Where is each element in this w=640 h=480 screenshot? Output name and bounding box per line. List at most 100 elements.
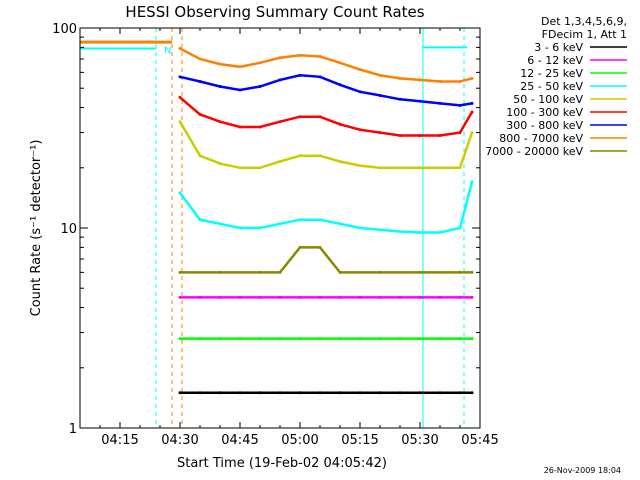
series-2-point-5 [278,337,282,341]
series-5-point-12 [418,134,422,138]
series-8-point-11 [398,270,402,274]
series-5-point-11 [398,134,402,138]
chart-title: HESSI Observing Summary Count Rates [125,3,424,21]
series-5-point-15 [470,110,474,114]
series-7-point-6 [298,53,302,57]
series-4-point-2 [218,162,222,166]
series-line-6 [179,74,473,107]
series-3-point-8 [338,222,342,226]
series-4-point-4 [258,166,262,170]
series-7-point-5 [278,56,282,60]
y-tick-label-2: 100 [52,22,77,37]
series-2-point-8 [338,337,342,341]
legend-label-0: 3 - 6 keV [534,41,583,54]
series-8-point-15 [470,270,474,274]
legend-label-6: 300 - 800 keV [506,119,583,132]
series-0-point-15 [470,391,474,395]
series-3-point-9 [358,226,362,230]
series-7-point-12 [418,78,422,82]
series-1-point-3 [238,295,242,299]
x-tick-label-0: 04:15 [101,433,138,448]
series-2-point-6 [298,337,302,341]
series-2-point-10 [378,337,382,341]
series-6-point-2 [218,84,222,88]
series-6-point-10 [378,93,382,97]
series-1-point-15 [470,295,474,299]
series-3-point-11 [398,230,402,234]
series-4-point-13 [438,166,442,170]
series-4-point-14 [458,166,462,170]
series-0-point-11 [398,391,402,395]
series-5-point-9 [358,128,362,132]
series-1-point-10 [378,295,382,299]
series-3-point-5 [278,222,282,226]
series-2-point-2 [218,337,222,341]
legend-label-3: 25 - 50 keV [520,80,583,93]
series-8-point-7 [318,245,322,249]
series-6-point-7 [318,75,322,79]
series-5-point-3 [238,125,242,129]
series-5-point-6 [298,115,302,119]
series-3-point-4 [258,226,262,230]
series-3-point-15 [470,180,474,184]
series-5-point-0 [178,95,182,99]
series-8-point-0 [178,270,182,274]
series-6-point-4 [258,84,262,88]
series-5-point-5 [278,120,282,124]
series-1-point-7 [318,295,322,299]
series-1-point-13 [438,295,442,299]
series-1-point-2 [218,295,222,299]
x-tick-label-4: 05:15 [341,433,378,448]
series-8-point-6 [298,245,302,249]
series-0-point-9 [358,391,362,395]
series-6-point-3 [238,88,242,92]
y-tick-label-0: 1 [69,422,77,437]
axis-ticks: 04:15 04:30 04:45 05:00 05:15 05:30 05:45 1 10 10… [52,22,499,448]
overlay-label-n: N [164,45,171,56]
series-1-point-5 [278,295,282,299]
series-8-point-3 [238,270,242,274]
series-7-point-9 [358,68,362,72]
series-7-point-10 [378,73,382,77]
series-2-point-14 [458,337,462,341]
series-6-point-9 [358,90,362,94]
series-3-point-12 [418,230,422,234]
series-4-point-11 [398,166,402,170]
series-5-point-8 [338,122,342,126]
series-0-point-4 [258,391,262,395]
series-6-point-5 [278,78,282,82]
series-3-point-14 [458,226,462,230]
legend-label-7: 800 - 7000 keV [499,132,583,145]
series-1-point-4 [258,295,262,299]
legend: Det 1,3,4,5,6,9, FDecim 1, Att 1 3 - 6 k… [485,15,627,158]
legend-header-line-1: Det 1,3,4,5,6,9, [541,15,627,28]
series-7-point-4 [258,61,262,65]
series-7-point-15 [470,76,474,80]
series-4-point-7 [318,154,322,158]
series-2-point-7 [318,337,322,341]
series-4-point-12 [418,166,422,170]
series-8-point-14 [458,270,462,274]
series-3-point-7 [318,218,322,222]
series-4-point-15 [470,131,474,135]
series-8-point-2 [218,270,222,274]
series-3-point-3 [238,226,242,230]
series-7-point-1 [198,57,202,61]
series-4-point-10 [378,166,382,170]
series-8-point-9 [358,270,362,274]
series-0-point-12 [418,391,422,395]
x-tick-label-6: 05:45 [461,433,498,448]
series-0-point-14 [458,391,462,395]
series-7-point-2 [218,62,222,66]
series-1-point-6 [298,295,302,299]
series-0-point-2 [218,391,222,395]
series-6-point-1 [198,80,202,84]
series-line-3 [178,181,474,234]
series-8-point-4 [258,270,262,274]
series-7-point-7 [318,55,322,59]
series-4-point-9 [358,164,362,168]
series-layer [178,46,474,395]
series-1-point-1 [198,295,202,299]
series-5-point-7 [318,115,322,119]
series-6-point-0 [178,75,182,79]
